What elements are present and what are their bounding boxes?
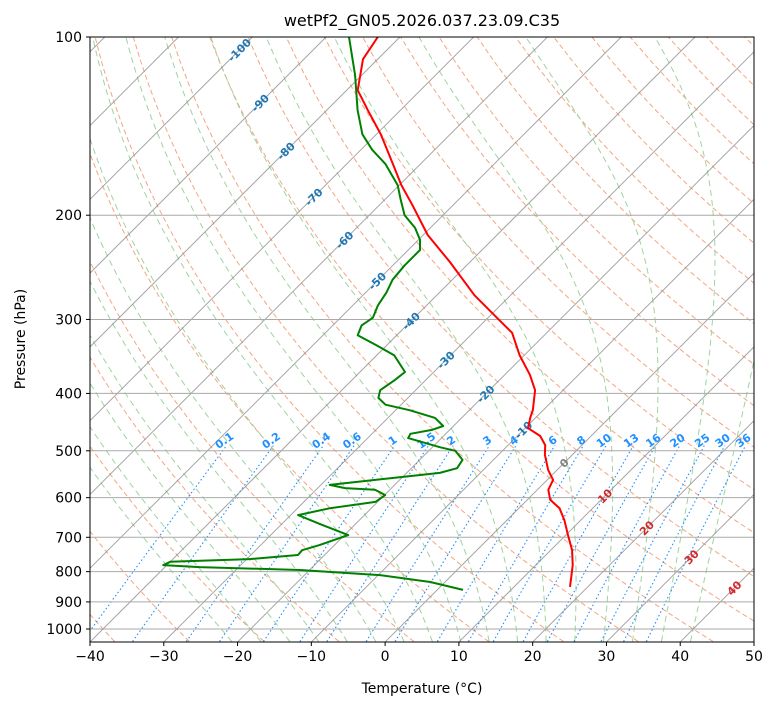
- y-tick-label: 900: [55, 595, 82, 611]
- y-axis-label: Pressure (hPa): [13, 289, 29, 389]
- y-tick-label: 200: [55, 208, 82, 224]
- x-tick-label: 20: [524, 649, 542, 665]
- y-tick-label: 100: [55, 30, 82, 46]
- y-tick-label: 400: [55, 386, 82, 402]
- x-tick-label: 10: [450, 649, 468, 665]
- x-tick-label: −40: [75, 649, 105, 665]
- y-tick-label: 700: [55, 530, 82, 546]
- y-tick-label: 1000: [46, 622, 82, 638]
- isotherm-line: [754, 37, 775, 642]
- x-axis-label: Temperature (°C): [361, 681, 483, 697]
- chart-title: wetPf2_GN05.2026.037.23.09.C35: [284, 11, 560, 31]
- x-tick-label: 0: [381, 649, 390, 665]
- x-tick-label: −30: [149, 649, 179, 665]
- x-tick-label: −10: [297, 649, 327, 665]
- y-tick-label: 800: [55, 565, 82, 581]
- y-tick-label: 500: [55, 444, 82, 460]
- y-tick-label: 600: [55, 491, 82, 507]
- x-tick-label: 30: [598, 649, 616, 665]
- y-tick-label: 300: [55, 312, 82, 328]
- x-tick-label: 40: [671, 649, 689, 665]
- x-tick-label: 50: [745, 649, 763, 665]
- x-tick-label: −20: [223, 649, 253, 665]
